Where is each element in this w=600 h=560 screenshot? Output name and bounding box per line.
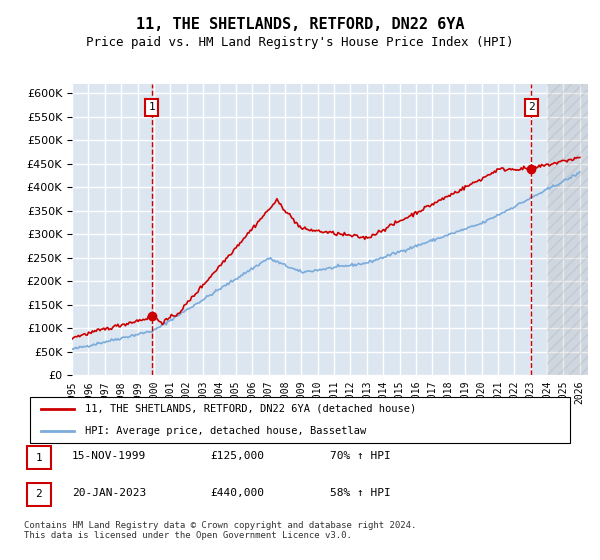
Text: 1: 1	[35, 453, 43, 463]
Text: £440,000: £440,000	[210, 488, 264, 498]
Text: £125,000: £125,000	[210, 451, 264, 461]
Text: 70% ↑ HPI: 70% ↑ HPI	[330, 451, 391, 461]
Text: HPI: Average price, detached house, Bassetlaw: HPI: Average price, detached house, Bass…	[85, 426, 366, 436]
Text: 15-NOV-1999: 15-NOV-1999	[72, 451, 146, 461]
Text: 20-JAN-2023: 20-JAN-2023	[72, 488, 146, 498]
Text: 1: 1	[148, 102, 155, 113]
FancyBboxPatch shape	[27, 446, 51, 469]
Text: 58% ↑ HPI: 58% ↑ HPI	[330, 488, 391, 498]
Text: 11, THE SHETLANDS, RETFORD, DN22 6YA (detached house): 11, THE SHETLANDS, RETFORD, DN22 6YA (de…	[85, 404, 416, 414]
Bar	[547, 84, 588, 375]
Text: 11, THE SHETLANDS, RETFORD, DN22 6YA: 11, THE SHETLANDS, RETFORD, DN22 6YA	[136, 17, 464, 32]
Text: Price paid vs. HM Land Registry's House Price Index (HPI): Price paid vs. HM Land Registry's House …	[86, 36, 514, 49]
Text: Contains HM Land Registry data © Crown copyright and database right 2024.
This d: Contains HM Land Registry data © Crown c…	[24, 521, 416, 540]
Text: 2: 2	[35, 489, 43, 499]
Text: 2: 2	[528, 102, 535, 113]
FancyBboxPatch shape	[29, 398, 571, 442]
FancyBboxPatch shape	[27, 483, 51, 506]
